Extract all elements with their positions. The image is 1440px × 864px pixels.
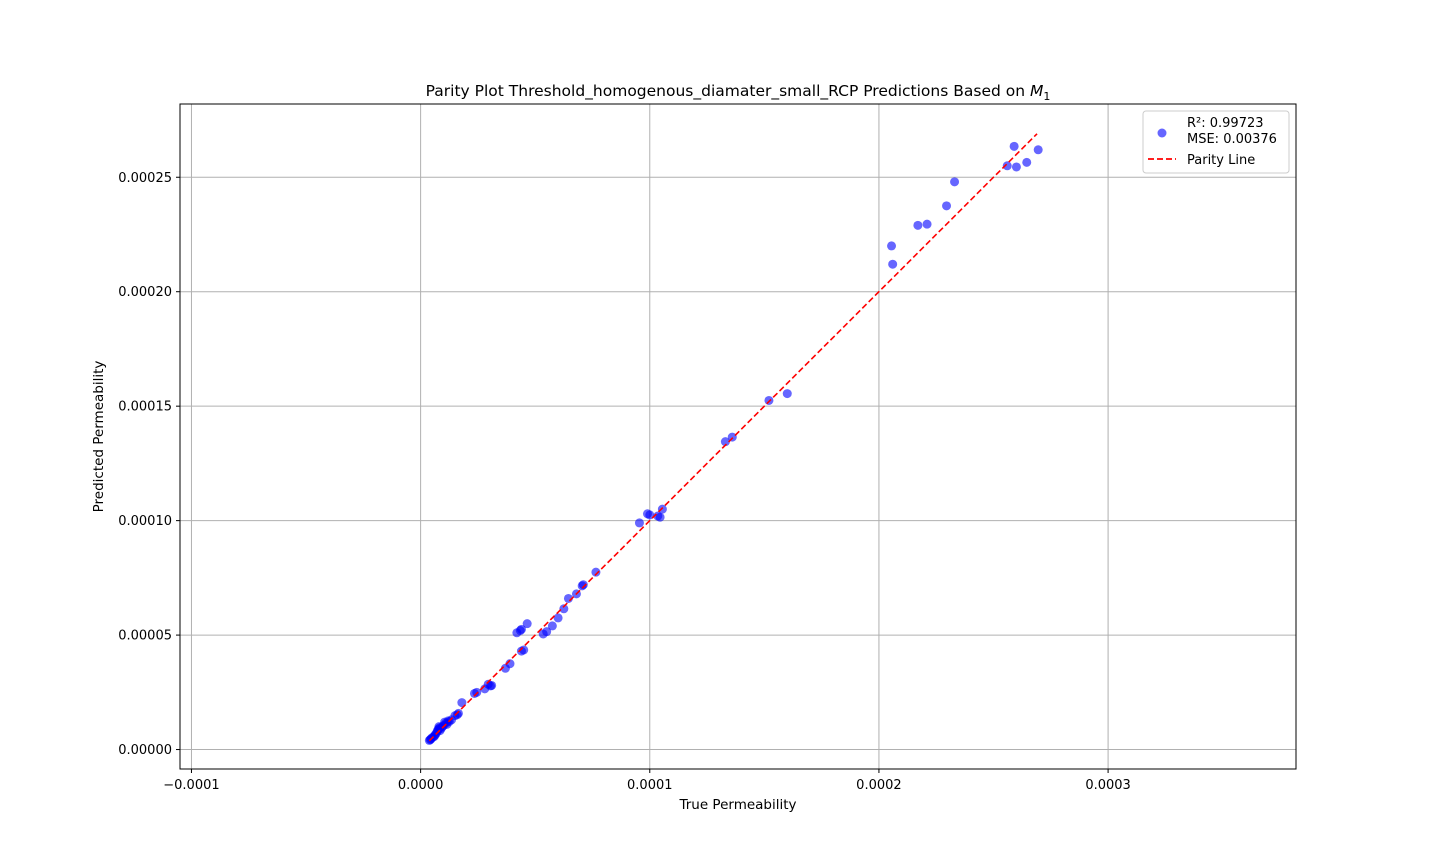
plot-area [424,133,1043,745]
scatter-point [764,395,774,405]
x-tick-label: 0.0003 [1085,778,1131,793]
x-tick-label: 0.0002 [856,778,902,793]
axis-ticks: −0.0001 0.0000 0.0001 0.0002 0.0003 0.00000 0.… [118,171,1131,793]
scatter-point [720,437,730,447]
scatter-point [782,389,792,399]
axes-frame [179,103,1297,770]
scatter-point [472,687,482,697]
x-axis-label: True Permeability [678,797,796,813]
y-tick-label: 0.00020 [118,285,172,300]
scatter-point [634,518,644,528]
scatter-point [888,259,898,269]
scatter-point [727,432,737,442]
scatter-point [453,708,463,718]
legend-marker-scatter [1157,128,1167,138]
chart-title-math-subscript: 1 [1043,90,1050,103]
scatter-point [887,241,897,251]
scatter-point [1011,162,1021,172]
legend-label-r2: R²: 0.99723 [1187,116,1264,131]
scatter-point [553,613,563,623]
legend-box [1142,110,1290,174]
chart-title-text: Parity Plot Threshold_homogenous_diamate… [426,82,1030,101]
grid-lines [180,104,1296,769]
legend-label-mse: MSE: 0.00376 [1187,132,1277,147]
scatter-point [1033,145,1043,155]
scatter-point [645,510,655,520]
scatter-point [913,220,923,230]
y-tick-label: 0.00005 [118,629,172,644]
x-tick-label: 0.0000 [398,778,444,793]
y-axis-label: Predicted Permeability [91,361,107,513]
x-tick-label: −0.0001 [163,778,219,793]
y-tick-label: 0.00000 [118,743,172,758]
scatter-point [1002,161,1012,171]
scatter-point [522,619,532,629]
scatter-point [655,512,665,522]
scatter-point [559,604,569,614]
scatter-point [516,624,526,634]
scatter-point [922,219,932,229]
scatter-point [487,680,497,690]
scatter-point [1009,141,1019,151]
scatter-point [578,580,588,590]
chart-title-math: M [1030,82,1043,100]
parity-line [428,133,1038,742]
y-tick-label: 0.00015 [118,400,172,415]
scatter-point [942,201,952,211]
chart-title: Parity Plot Threshold_homogenous_diamate… [426,82,1051,103]
scatter-point [457,698,467,708]
x-tick-label: 0.0001 [627,778,673,793]
y-tick-label: 0.00025 [118,171,172,186]
legend-label-parity-line: Parity Line [1187,153,1255,168]
scatter-point [657,504,667,514]
legend: R²: 0.99723 MSE: 0.00376 Parity Line [1142,110,1290,174]
scatter-point [591,567,601,577]
scatter-point [542,627,552,637]
y-tick-label: 0.00010 [118,514,172,529]
scatter-point [950,177,960,187]
scatter-point [1022,157,1032,167]
scatter-point [547,621,557,631]
